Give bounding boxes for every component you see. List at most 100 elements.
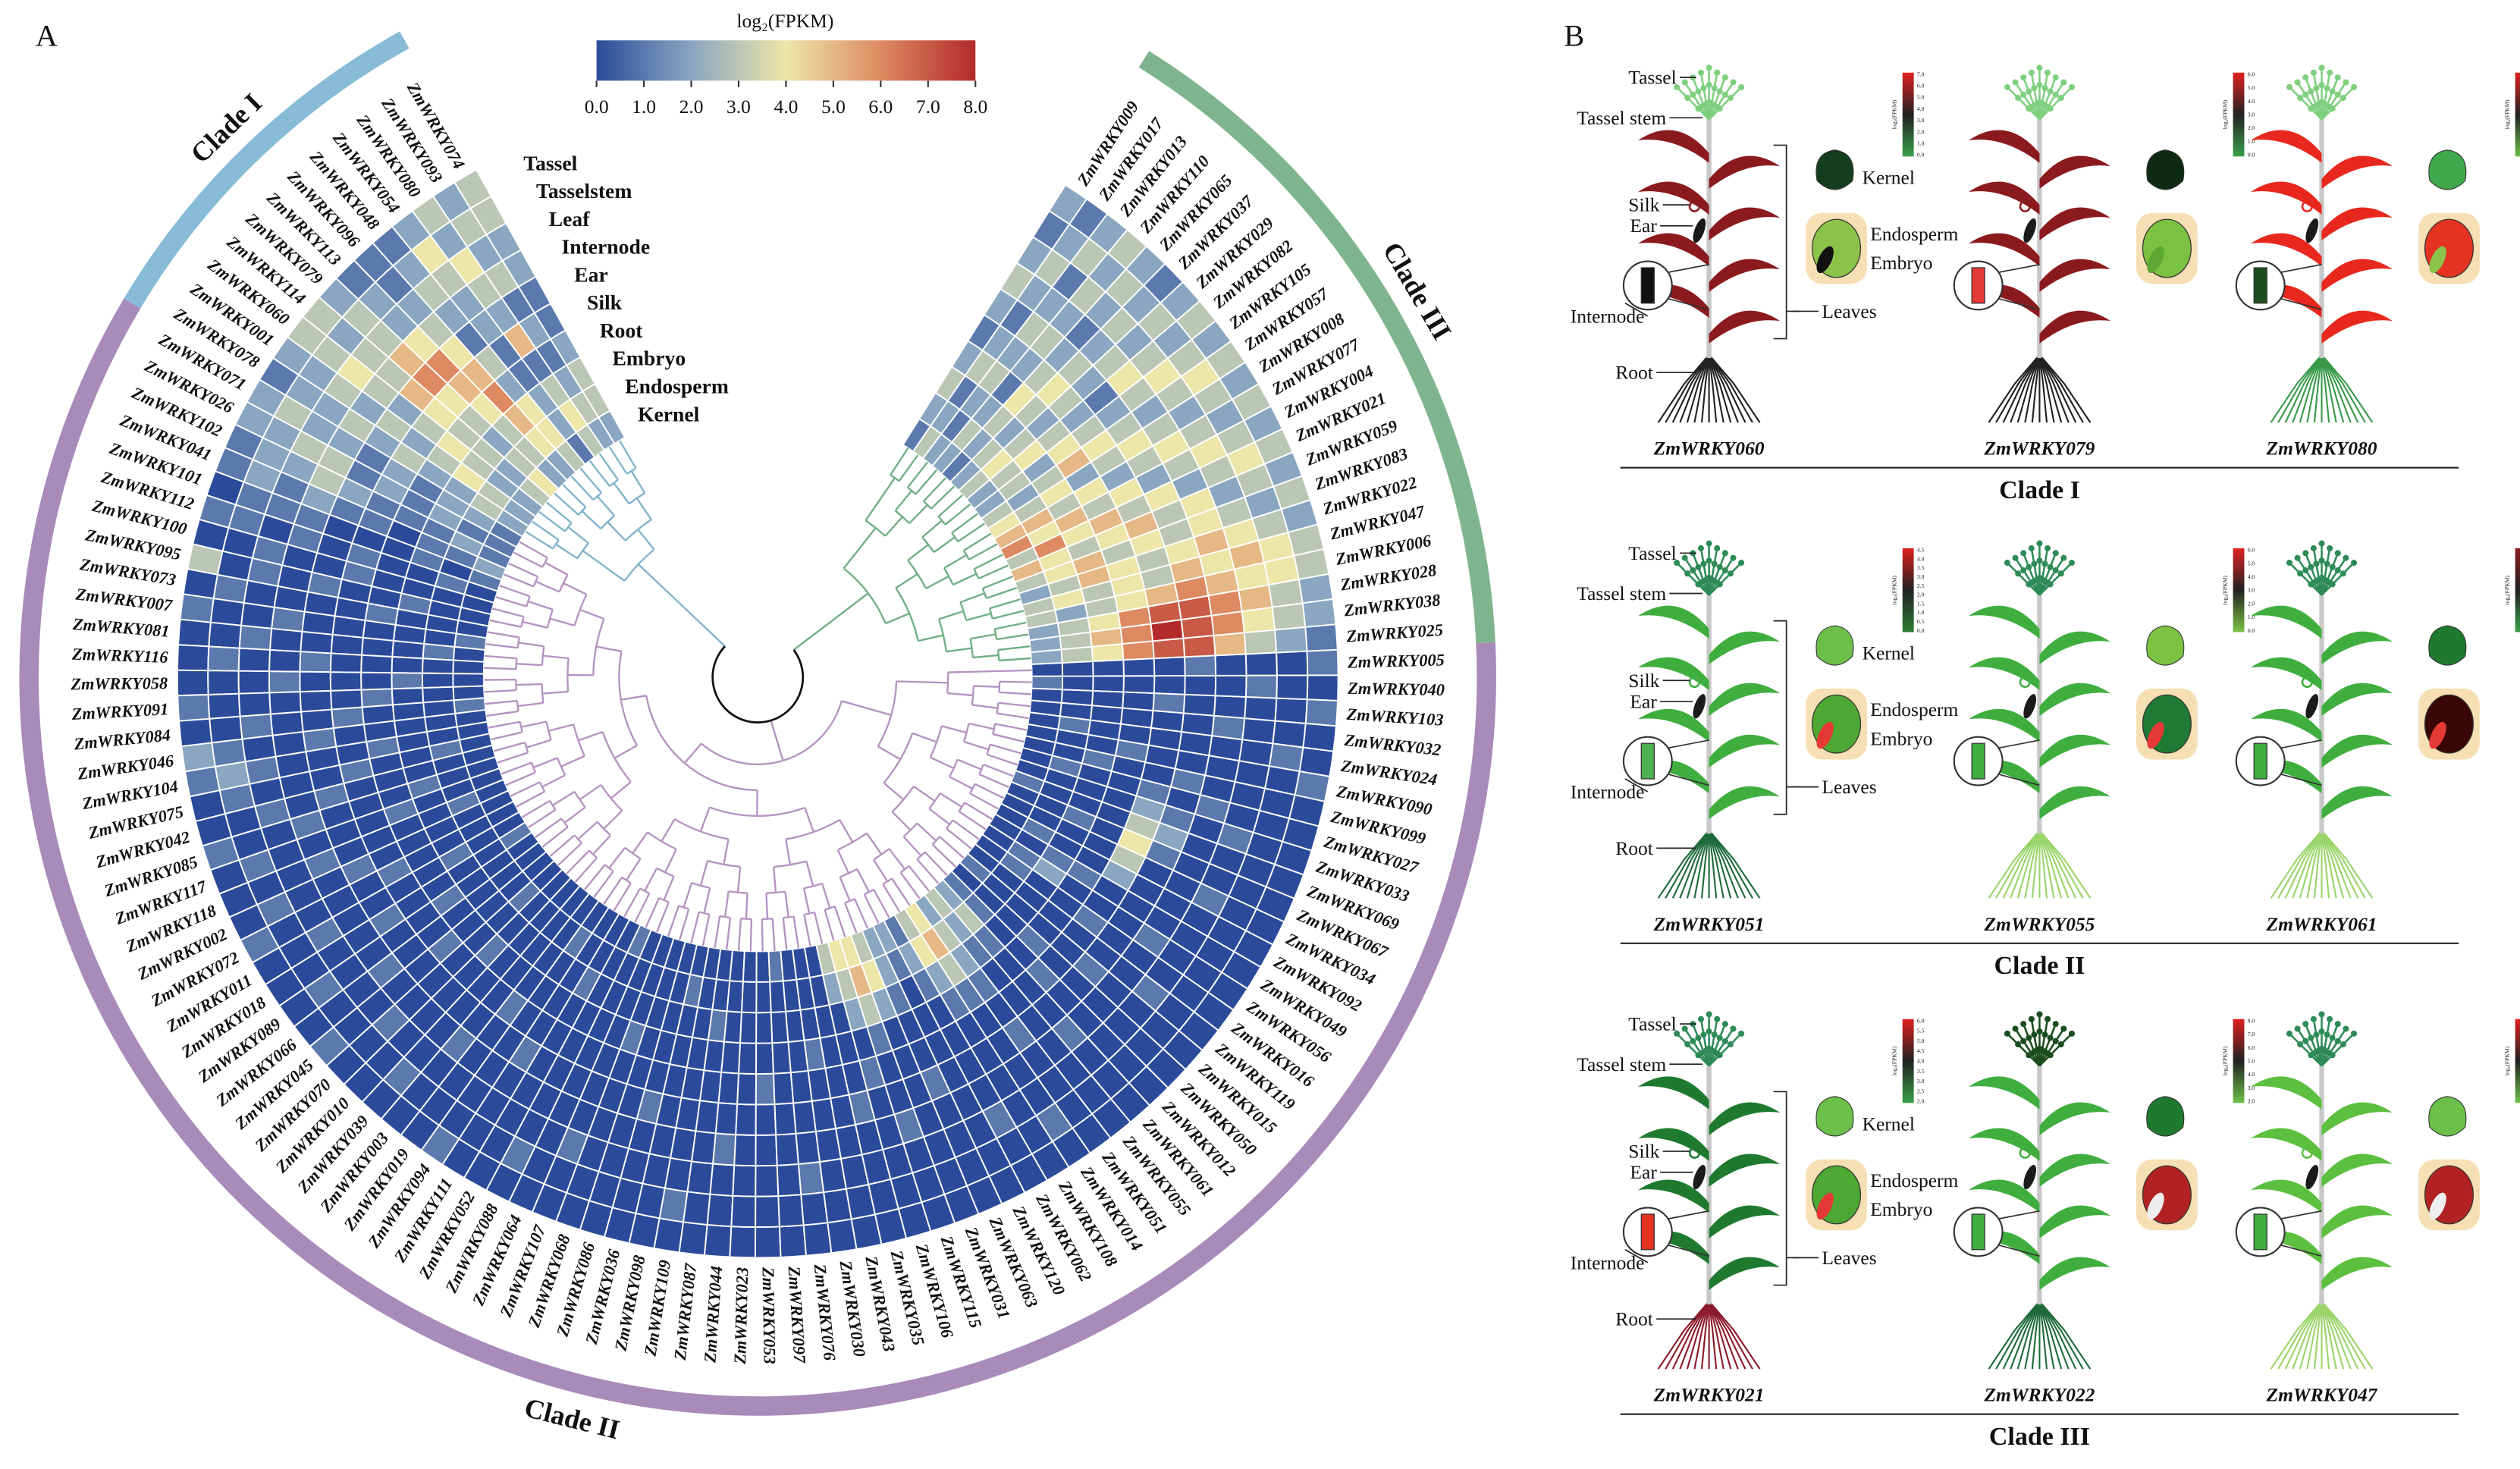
tassel-spikelet	[2350, 83, 2358, 90]
tassel-branch	[1684, 1028, 1710, 1067]
tassel-branch	[1708, 1032, 1743, 1067]
mini-colorbar-title: log₂(FPKM)	[2503, 576, 2510, 605]
root-drawing	[2038, 830, 2077, 899]
tassel-branch	[2312, 72, 2323, 120]
tassel-spikelet	[2318, 557, 2325, 564]
tassel-branch	[1708, 81, 1734, 121]
leaf	[2321, 207, 2393, 240]
root-drawing	[2270, 354, 2323, 423]
root-drawing	[2321, 354, 2337, 423]
gene-label: ZmWRKY116	[71, 645, 169, 667]
leaf	[1638, 1179, 1709, 1213]
heatmap-cell	[1244, 651, 1278, 676]
tassel-spikelet	[1674, 1030, 1681, 1037]
tassel-branch	[2289, 1032, 2323, 1067]
heatmap-cell	[422, 642, 456, 661]
leaf	[1968, 708, 2040, 742]
heatmap-cell	[1306, 648, 1339, 676]
tassel-spikelet	[1714, 1015, 1721, 1022]
tassel-branch	[2038, 72, 2049, 120]
root-drawing	[2038, 830, 2063, 899]
tassel-branch	[2321, 77, 2339, 120]
heatmap-cell	[1268, 742, 1304, 773]
tassel-spikelet	[2047, 1034, 2054, 1041]
tassel-spikelet	[2052, 1021, 2059, 1028]
mini-colorbar-tick: 5.0	[2248, 560, 2255, 567]
root-drawing	[2010, 354, 2041, 423]
clade-arc	[19, 298, 1496, 1416]
kernel	[2428, 625, 2467, 666]
tassel-branch	[1708, 86, 1743, 121]
tassel-spikelet	[2324, 560, 2330, 567]
root-drawing	[1665, 1301, 1710, 1370]
internode	[2253, 267, 2267, 304]
tassel-spikelet	[2045, 545, 2051, 551]
leaf	[2321, 155, 2393, 189]
heatmap-cell	[329, 671, 362, 692]
heatmap-cell	[452, 673, 485, 688]
heatmap-cell	[391, 639, 425, 660]
root-drawing	[2321, 1301, 2352, 1370]
leaf	[2039, 631, 2110, 665]
leaf	[1709, 1257, 1781, 1290]
silk	[2301, 200, 2314, 212]
leaf	[1709, 786, 1781, 820]
root-drawing	[1693, 1301, 1710, 1370]
tassel-branch	[2289, 86, 2323, 121]
tassel-spikelet	[2334, 74, 2341, 81]
tassel-spikelet	[2012, 554, 2019, 561]
mini-colorbar-title: log₂(FPKM)	[2221, 99, 2228, 129]
leaf	[2321, 786, 2393, 820]
tassel-spikelet	[1706, 557, 1712, 564]
heatmap-cell	[330, 689, 363, 711]
gene-label: ZmWRKY038	[1342, 590, 1442, 620]
mini-colorbar-tick: 6.0	[2248, 547, 2255, 554]
tassel-spikelet	[2350, 560, 2358, 567]
heatmap-cell	[732, 1164, 757, 1197]
embryo	[2147, 721, 2164, 749]
mini-colorbar-title: log₂(FPKM)	[1891, 576, 1898, 605]
tassel-branch	[2038, 557, 2065, 596]
root-drawing	[1708, 354, 1739, 423]
colorbar-tick-label: 8.0	[963, 96, 987, 118]
organ-label: Tassel stem	[1577, 107, 1666, 129]
heatmap-cell	[360, 688, 394, 708]
heatmap-cell	[902, 417, 932, 453]
tassel-spikelet	[1706, 540, 1712, 547]
mini-colorbar-tick: 3.0	[1917, 117, 1925, 124]
colorbar-tick-label: 6.0	[868, 96, 893, 118]
heatmap-cell	[686, 1160, 714, 1195]
tassel-spikelet	[2047, 581, 2054, 588]
heatmap-cell	[1122, 675, 1156, 695]
heatmap-cell	[209, 715, 243, 744]
leaf	[1709, 1154, 1781, 1187]
leaf	[1709, 1205, 1781, 1238]
root-drawing	[2031, 830, 2041, 899]
root-drawing	[2321, 354, 2352, 423]
plant-gene-label: ZmWRKY060	[1653, 438, 1765, 460]
mini-colorbar	[1902, 72, 1914, 157]
tassel-spikelet	[2041, 560, 2048, 567]
gene-label: ZmWRKY091	[71, 699, 169, 724]
tassel-spikelet	[2020, 74, 2027, 81]
mini-colorbar-tick: 1.0	[1917, 140, 1925, 147]
heatmap-cell	[653, 1217, 685, 1254]
plant-gene-label: ZmWRKY080	[2266, 438, 2377, 460]
tassel-spikelet	[1721, 1037, 1728, 1044]
tassel-spikelet	[2334, 1021, 2341, 1028]
mini-colorbar-tick: 1.0	[2248, 614, 2255, 620]
tassel-branch	[1699, 72, 1710, 120]
heatmap-cell	[177, 618, 212, 648]
heatmap-cell	[1092, 675, 1125, 693]
heatmap-cell	[736, 1072, 757, 1106]
gene-label: ZmWRKY076	[811, 1263, 839, 1362]
mini-colorbar-title: log₂(FPKM)	[2503, 99, 2510, 129]
tassel-branch	[1708, 552, 1727, 596]
clade-arc	[124, 31, 410, 309]
tassel-spikelet	[2302, 550, 2309, 557]
tassel-branch	[2038, 548, 2049, 595]
tassel-spikelet	[2026, 563, 2032, 570]
root-drawing	[2038, 1301, 2084, 1370]
mini-colorbar-tick: 1.0	[2248, 138, 2255, 145]
